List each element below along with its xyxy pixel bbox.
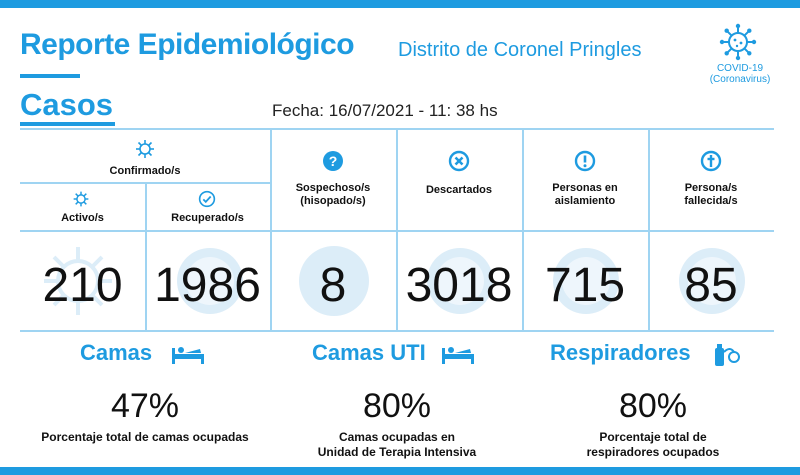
- divider: [145, 182, 147, 332]
- report-date: Fecha: 16/07/2021 - 11: 38 hs: [272, 101, 498, 120]
- title-underline: [20, 74, 80, 78]
- divider: [396, 128, 398, 332]
- district-name: Distrito de Coronel Pringles: [398, 39, 642, 61]
- activos-value: 210: [42, 259, 123, 312]
- aislamiento-label: Personas en aislamiento: [552, 182, 618, 207]
- camas-value: 47%: [110, 387, 180, 425]
- fallecidos-label: Persona/s fallecida/s: [684, 182, 738, 207]
- question-watermark-icon: [299, 246, 369, 316]
- virus-icon: [73, 191, 89, 207]
- divider: [270, 128, 272, 332]
- activos-label: Activo/s: [61, 212, 104, 224]
- coronavirus-icon: [719, 23, 757, 61]
- recuperados-label: Recuperado/s: [171, 212, 244, 224]
- exclamation-watermark-icon: [553, 248, 619, 314]
- camas-title: Camas: [80, 340, 153, 365]
- recuperados-value: 1986: [154, 259, 261, 312]
- respiradores-description: Porcentaje total de respiradores ocupado…: [586, 430, 720, 459]
- cross-watermark-icon: [679, 248, 745, 314]
- confirmados-label: Confirmado/s: [109, 165, 181, 177]
- report-title: Reporte Epidemiológico: [20, 28, 355, 61]
- respiradores-title: Respiradores: [550, 340, 691, 365]
- aislamiento-value: 715: [544, 259, 626, 312]
- covid-logo-caption: COVID-19 (Coronavirus): [709, 63, 771, 85]
- camas-uti-title: Camas UTI: [312, 340, 426, 365]
- camas-uti-description: Camas ocupadas en Unidad de Terapia Inte…: [317, 430, 477, 459]
- divider: [648, 128, 650, 332]
- ventilator-icon: [715, 344, 740, 366]
- check-watermark-icon: [177, 248, 243, 314]
- bottom-accent-bar: [0, 467, 800, 475]
- question-icon: ?: [323, 151, 343, 171]
- section-title-casos: Casos: [20, 87, 114, 122]
- check-circle-icon: [198, 190, 216, 208]
- exclamation-circle-icon: [574, 150, 596, 172]
- camas-uti-value: 80%: [362, 387, 432, 425]
- sospechosos-value: 8: [319, 259, 347, 312]
- respiradores-value: 80%: [618, 387, 688, 425]
- descartados-label: Descartados: [425, 184, 493, 196]
- sospechosos-label: Sospechoso/s (hisopado/s): [295, 182, 371, 207]
- cases-grid: Confirmado/s Activo/s Recuperado/s ? Sos…: [20, 128, 774, 332]
- svg-text:?: ?: [329, 153, 338, 169]
- x-circle-icon: [448, 150, 470, 172]
- fallecidos-value: 85: [684, 259, 738, 312]
- icu-bed-icon: [442, 347, 474, 364]
- descartados-value: 3018: [405, 259, 513, 312]
- camas-description: Porcentaje total de camas ocupadas: [41, 430, 249, 444]
- bed-icon: [172, 347, 204, 364]
- virus-watermark-icon: [44, 247, 112, 315]
- x-watermark-icon: [427, 248, 493, 314]
- top-accent-bar: [0, 0, 800, 8]
- cross-icon: [700, 150, 722, 172]
- virus-icon: [136, 140, 154, 158]
- casos-underline: [20, 122, 115, 126]
- divider: [522, 128, 524, 332]
